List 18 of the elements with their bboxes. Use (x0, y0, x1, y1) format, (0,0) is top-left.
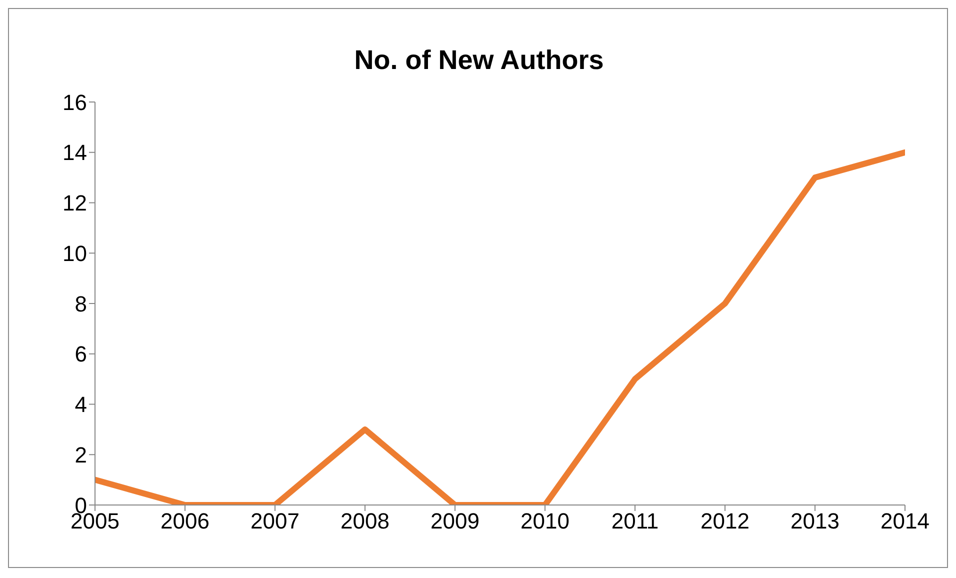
y-tick-label: 6 (74, 342, 87, 367)
x-tick-label: 2011 (611, 508, 659, 534)
x-tick-label: 2007 (250, 508, 300, 534)
x-tick-label: 2009 (430, 508, 480, 534)
y-tick-label: 8 (74, 291, 87, 316)
y-tick-label: 10 (62, 240, 87, 266)
x-tick-label: 2012 (700, 508, 750, 534)
y-tick-label: 2 (74, 442, 87, 468)
x-tick-label: 2008 (340, 508, 390, 534)
y-tick-label: 4 (74, 392, 87, 418)
x-tick-label: 2014 (880, 508, 930, 534)
chart-title: No. of New Authors (353, 45, 605, 76)
x-tick-label: 2010 (520, 508, 570, 534)
x-tick-label: 2013 (790, 508, 840, 534)
y-tick-label: 12 (62, 190, 87, 216)
y-tick-label: 14 (62, 140, 87, 166)
x-tick-label: 2006 (160, 508, 210, 534)
y-tick-label: 16 (62, 90, 87, 115)
